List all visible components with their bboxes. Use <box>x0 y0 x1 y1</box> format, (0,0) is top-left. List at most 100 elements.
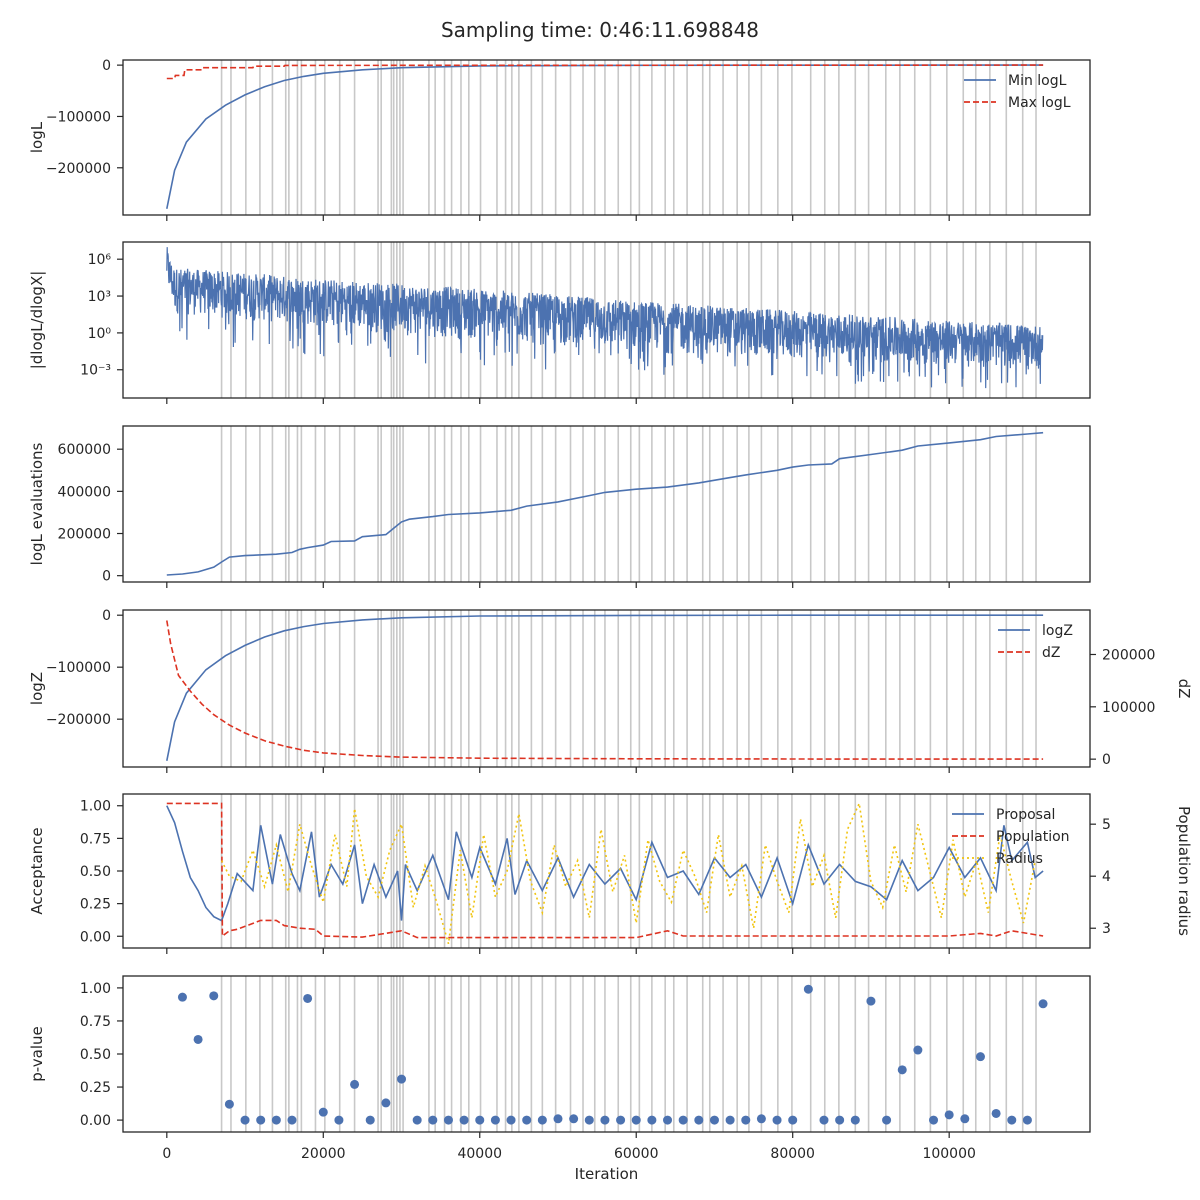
ylabel: p-value <box>28 1026 46 1082</box>
scatter-point <box>725 1115 735 1125</box>
series-line-proposal <box>166 805 1044 922</box>
ylabel: logZ <box>28 672 46 705</box>
ylabel: Acceptance <box>28 827 46 914</box>
xtick-label: 20000 <box>301 1146 346 1162</box>
ytick-label: 10³ <box>88 289 111 305</box>
scatter-point <box>897 1065 907 1075</box>
scatter-point <box>866 996 876 1006</box>
ytick-label: −200000 <box>46 161 111 177</box>
series-line-evals <box>166 431 1044 576</box>
axes-frame <box>122 425 1091 583</box>
scatter-point <box>709 1115 719 1125</box>
ytick-label: −100000 <box>46 660 111 676</box>
y2label: dZ <box>1175 679 1193 699</box>
y2tick-label: 0 <box>1102 752 1111 768</box>
plot-area <box>166 794 1044 948</box>
scatter-point <box>584 1115 594 1125</box>
ytick-label: 0.50 <box>80 864 111 880</box>
panel-evals: 0 200000 400000 600000 logL evaluations <box>28 425 1091 588</box>
scatter-point <box>475 1115 485 1125</box>
scatter-point <box>553 1114 563 1124</box>
scatter-point <box>537 1115 547 1125</box>
plot-area <box>177 976 1048 1132</box>
legend-label: Min logL <box>1008 73 1067 89</box>
y2tick-label: 100000 <box>1102 700 1155 716</box>
xtick-label: 40000 <box>457 1146 502 1162</box>
scatter-point <box>193 1034 203 1044</box>
plot-area <box>166 60 1044 215</box>
legend-label: logZ <box>1042 623 1073 639</box>
ytick-label: 600000 <box>58 442 111 458</box>
ytick-label: 0.75 <box>80 1014 111 1030</box>
ytick-label: 10⁶ <box>88 252 112 268</box>
series-line-population <box>166 802 1044 939</box>
scatter-point <box>256 1115 266 1125</box>
ytick-label: 0.25 <box>80 897 111 913</box>
ytick-label: 0.50 <box>80 1047 111 1063</box>
scatter-point <box>303 993 313 1003</box>
xtick-label: 100000 <box>922 1146 975 1162</box>
scatter-point <box>459 1115 469 1125</box>
ytick-label: 1.00 <box>80 799 111 815</box>
scatter-point <box>365 1115 375 1125</box>
ytick-label: 0 <box>102 569 111 585</box>
legend: Proposal Population Radius <box>952 807 1070 867</box>
plot-area <box>166 426 1044 582</box>
panel-pvalue: 0.00 0.25 0.50 0.75 1.00 p-value 0 20000 40000 60… <box>28 975 1091 1183</box>
ylabel: logL evaluations <box>28 442 46 565</box>
scatter-point <box>882 1115 892 1125</box>
xtick-label: 60000 <box>614 1146 659 1162</box>
scatter-point <box>381 1098 391 1108</box>
ytick-label: −200000 <box>46 712 111 728</box>
series-line-logz <box>166 614 1044 761</box>
legend-label: Proposal <box>996 807 1055 823</box>
scatter-point <box>428 1115 438 1125</box>
y2tick-label: 200000 <box>1102 647 1155 663</box>
scatter-point <box>569 1114 579 1124</box>
scatter-point <box>397 1074 407 1084</box>
scatter-point <box>490 1115 500 1125</box>
scatter-point <box>663 1115 673 1125</box>
ytick-label: 0 <box>102 58 111 74</box>
legend-label: Population <box>996 829 1070 845</box>
scatter-point <box>991 1108 1001 1118</box>
legend-label: Max logL <box>1008 95 1071 111</box>
scatter-point <box>975 1052 985 1062</box>
ytick-label: 200000 <box>58 527 111 543</box>
y2tick-label: 4 <box>1102 869 1111 885</box>
scatter-point <box>506 1115 516 1125</box>
axes-frame <box>122 59 1091 216</box>
scatter-point <box>177 992 187 1002</box>
scatter-point <box>788 1115 798 1125</box>
scatter-point <box>741 1115 751 1125</box>
ytick-label: 10⁰ <box>88 326 112 342</box>
scatter-point <box>1022 1115 1032 1125</box>
scatter-point <box>913 1045 923 1055</box>
scatter-point <box>209 991 219 1001</box>
ytick-label: 0.75 <box>80 831 111 847</box>
ytick-label: 1.00 <box>80 981 111 997</box>
ytick-label: 10⁻³ <box>80 363 111 379</box>
ytick-label: −100000 <box>46 109 111 125</box>
scatter-point <box>224 1099 234 1109</box>
scatter-point <box>647 1115 657 1125</box>
legend: Min logL Max logL <box>964 73 1071 111</box>
ytick-label: 400000 <box>58 484 111 500</box>
scatter-point <box>929 1115 939 1125</box>
axes-frame <box>122 793 1091 949</box>
scatter-point <box>616 1115 626 1125</box>
chart-title: Sampling time: 0:46:11.698848 <box>440 18 760 42</box>
panel-acceptance: 0.00 0.25 0.50 0.75 1.00 Acceptance 3 4 5 Populat… <box>28 793 1193 954</box>
plot-area <box>166 610 1044 767</box>
scatter-point <box>944 1110 954 1120</box>
series-line-radius <box>220 800 1036 945</box>
scatter-point <box>960 1114 970 1124</box>
series-line-dlogl <box>166 247 1044 389</box>
scatter-point <box>835 1115 845 1125</box>
legend-label: dZ <box>1042 645 1060 661</box>
scatter-point <box>334 1115 344 1125</box>
scatter-point <box>318 1107 328 1117</box>
ytick-label: 0.00 <box>80 929 111 945</box>
scatter-point <box>412 1115 422 1125</box>
